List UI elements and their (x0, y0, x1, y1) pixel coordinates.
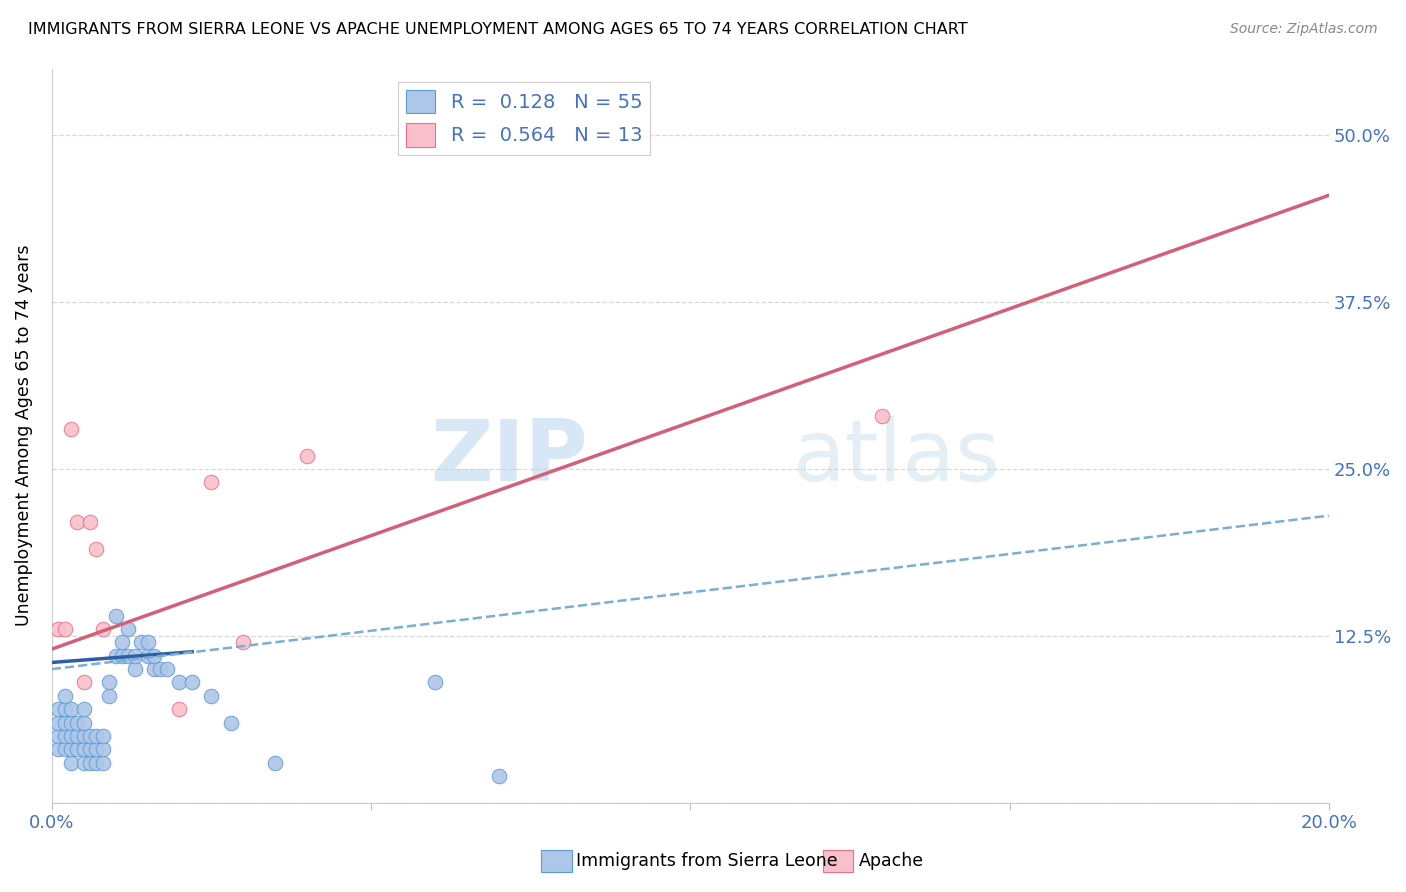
Point (104, 608, 127, 623)
Point (200, 475, 222, 490)
Point (870, 409, 893, 423)
Point (86, 742, 108, 756)
Point (59, 729, 82, 743)
Point (73, 715, 96, 730)
Point (66, 742, 89, 756)
Point (142, 662, 165, 676)
Point (73, 702, 96, 716)
Point (91, 756, 114, 770)
Point (488, 769, 510, 783)
Point (91, 729, 114, 743)
Text: atlas: atlas (793, 416, 1001, 500)
Point (91, 622, 114, 636)
Point (200, 689, 222, 703)
Point (73, 729, 96, 743)
Point (79, 742, 101, 756)
Point (86, 756, 108, 770)
Text: ZIP: ZIP (430, 416, 588, 500)
Point (79, 516, 101, 530)
Point (136, 648, 159, 663)
Point (73, 675, 96, 690)
Point (53, 622, 76, 636)
Point (117, 648, 139, 663)
Point (129, 635, 152, 649)
Text: Apache: Apache (859, 852, 924, 871)
Point (53, 702, 76, 716)
Point (53, 689, 76, 703)
Point (73, 756, 96, 770)
Point (117, 622, 139, 636)
Point (169, 675, 191, 690)
Text: Source: ZipAtlas.com: Source: ZipAtlas.com (1230, 22, 1378, 37)
Point (86, 541, 108, 556)
Point (98, 675, 121, 690)
Legend: R =  0.128   N = 55, R =  0.564   N = 13: R = 0.128 N = 55, R = 0.564 N = 13 (398, 82, 650, 154)
Point (53, 715, 76, 730)
Point (124, 648, 146, 663)
Point (169, 702, 191, 716)
Point (79, 756, 101, 770)
Point (295, 449, 318, 463)
Point (104, 648, 127, 663)
Point (66, 516, 89, 530)
Point (46, 742, 69, 756)
Point (124, 662, 146, 676)
Point (46, 622, 69, 636)
Point (59, 742, 82, 756)
Text: Immigrants from Sierra Leone: Immigrants from Sierra Leone (576, 852, 838, 871)
Point (53, 742, 76, 756)
Point (79, 729, 101, 743)
Point (66, 729, 89, 743)
Point (46, 715, 69, 730)
Point (66, 715, 89, 730)
Point (219, 715, 242, 730)
Point (156, 662, 179, 676)
Point (111, 635, 134, 649)
Y-axis label: Unemployment Among Ages 65 to 74 years: Unemployment Among Ages 65 to 74 years (15, 244, 32, 626)
Point (86, 729, 108, 743)
Point (91, 742, 114, 756)
Point (46, 729, 69, 743)
Point (264, 756, 287, 770)
Point (181, 675, 204, 690)
Point (136, 635, 159, 649)
Point (232, 635, 254, 649)
Point (73, 742, 96, 756)
Point (46, 702, 69, 716)
Point (59, 702, 82, 716)
Point (59, 422, 82, 436)
Point (111, 648, 134, 663)
Point (423, 675, 446, 690)
Point (53, 729, 76, 743)
Text: IMMIGRANTS FROM SIERRA LEONE VS APACHE UNEMPLOYMENT AMONG AGES 65 TO 74 YEARS CO: IMMIGRANTS FROM SIERRA LEONE VS APACHE U… (28, 22, 967, 37)
Point (98, 689, 121, 703)
Point (59, 715, 82, 730)
Point (149, 662, 172, 676)
Point (59, 756, 82, 770)
Point (142, 648, 165, 663)
